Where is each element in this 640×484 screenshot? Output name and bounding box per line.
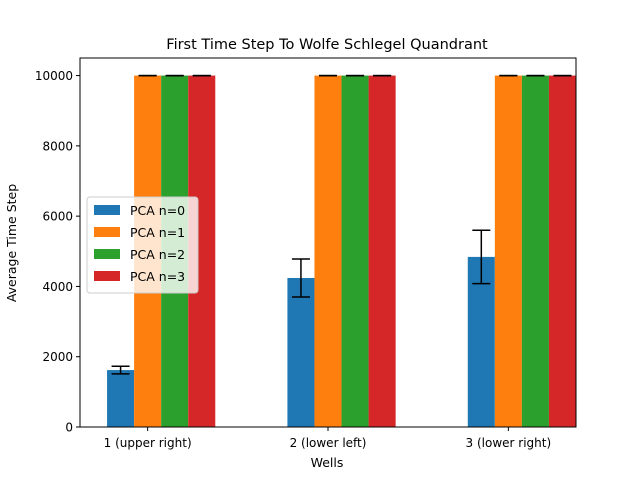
- bar: [314, 75, 342, 427]
- bar: [521, 75, 549, 427]
- x-tick-label: 2 (lower left): [290, 436, 367, 450]
- legend: PCA n=0 PCA n=1 PCA n=2 PCA n=3: [86, 196, 199, 294]
- error-bars-layer: [111, 74, 572, 375]
- y-tick-label: 10000: [35, 69, 73, 83]
- legend-label: PCA n=1: [130, 225, 185, 240]
- legend-swatch: [94, 205, 120, 215]
- legend-label: PCA n=2: [130, 247, 185, 262]
- bar: [467, 256, 495, 427]
- bar: [494, 75, 522, 427]
- y-axis-label: Average Time Step: [4, 184, 19, 302]
- x-tick-label: 1 (upper right): [104, 436, 192, 450]
- x-axis: 1 (upper right) 2 (lower left) 3 (lower ri…: [104, 427, 552, 450]
- legend-label: PCA n=3: [130, 269, 185, 284]
- legend-swatch: [94, 249, 120, 259]
- x-axis-label: Wells: [311, 455, 344, 470]
- chart-title: First Time Step To Wolfe Schlegel Quandr…: [166, 37, 488, 53]
- x-tick-label: 3 (lower right): [466, 436, 552, 450]
- legend-box: [86, 196, 199, 294]
- y-tick-label: 2000: [42, 350, 73, 364]
- y-axis: 0 2000 4000 6000 8000 10000: [35, 69, 80, 435]
- y-tick-label: 8000: [42, 139, 73, 153]
- bar: [287, 277, 315, 427]
- bar: [341, 75, 369, 427]
- y-tick-label: 0: [65, 421, 73, 435]
- legend-swatch: [94, 227, 120, 237]
- bar: [368, 75, 396, 427]
- legend-swatch: [94, 271, 120, 281]
- y-tick-label: 6000: [42, 210, 73, 224]
- bar: [548, 75, 576, 427]
- y-tick-label: 4000: [42, 280, 73, 294]
- bar: [107, 370, 135, 427]
- legend-label: PCA n=0: [130, 203, 185, 218]
